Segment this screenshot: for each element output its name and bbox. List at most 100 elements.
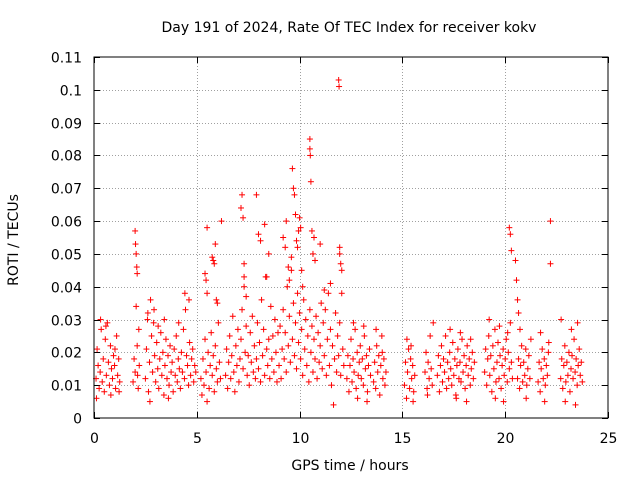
data-point: [132, 227, 139, 234]
grid-lines: [94, 57, 608, 418]
data-point: [561, 342, 568, 349]
data-point: [465, 372, 472, 379]
data-point: [486, 316, 493, 323]
data-point: [547, 218, 554, 225]
data-point: [353, 385, 360, 392]
data-point: [297, 355, 304, 362]
data-point: [263, 273, 270, 280]
data-point: [462, 385, 469, 392]
data-point: [181, 375, 188, 382]
data-point: [210, 257, 217, 264]
data-point: [401, 382, 408, 389]
data-point: [467, 336, 474, 343]
data-point: [540, 375, 547, 382]
plot-frame: [93, 56, 609, 419]
data-point: [224, 385, 231, 392]
data-point: [225, 359, 232, 366]
data-point: [518, 342, 525, 349]
data-point: [563, 359, 570, 366]
y-tick-label: 0.06: [51, 215, 82, 231]
data-point: [308, 323, 315, 330]
data-point: [293, 365, 300, 372]
data-point: [564, 372, 571, 379]
data-point: [165, 352, 172, 359]
data-point: [336, 83, 343, 90]
data-point: [381, 382, 388, 389]
data-point: [312, 257, 319, 264]
data-point: [523, 395, 530, 402]
data-point: [304, 332, 311, 339]
data-point: [172, 372, 179, 379]
data-point: [560, 362, 567, 369]
data-point: [227, 375, 234, 382]
data-point: [362, 365, 369, 372]
data-point: [517, 362, 524, 369]
data-point: [318, 300, 325, 307]
data-point: [508, 247, 515, 254]
data-point: [208, 329, 215, 336]
data-point: [382, 369, 389, 376]
data-point: [133, 264, 140, 271]
data-point: [310, 234, 317, 241]
data-point: [280, 234, 287, 241]
data-point: [250, 369, 257, 376]
data-point: [336, 250, 343, 257]
data-point: [488, 388, 495, 395]
data-point: [307, 152, 314, 159]
data-point: [132, 369, 139, 376]
data-point: [409, 362, 416, 369]
axis-ticks: [94, 57, 609, 419]
data-point: [355, 372, 362, 379]
data-point: [147, 296, 154, 303]
data-point: [232, 342, 239, 349]
data-point: [490, 365, 497, 372]
data-point: [241, 273, 248, 280]
data-point: [257, 378, 264, 385]
data-point: [291, 352, 298, 359]
data-point: [437, 362, 444, 369]
data-point: [188, 355, 195, 362]
data-point: [268, 355, 275, 362]
data-point: [379, 375, 386, 382]
data-point: [158, 372, 165, 379]
data-point: [484, 355, 491, 362]
data-point: [541, 355, 548, 362]
data-point: [306, 136, 313, 143]
data-point: [323, 372, 330, 379]
data-point: [234, 326, 241, 333]
data-point: [537, 388, 544, 395]
data-point: [489, 342, 496, 349]
x-tick-label: 20: [497, 431, 515, 447]
data-point: [253, 191, 260, 198]
data-point: [557, 375, 564, 382]
data-point: [571, 336, 578, 343]
data-point: [186, 339, 193, 346]
data-point: [285, 342, 292, 349]
data-point: [136, 362, 143, 369]
data-point: [541, 398, 548, 405]
data-point: [265, 336, 272, 343]
data-point: [112, 385, 119, 392]
data-point: [100, 355, 107, 362]
data-point: [438, 342, 445, 349]
data-point: [184, 362, 191, 369]
data-point: [202, 270, 209, 277]
data-point: [435, 352, 442, 359]
data-point: [202, 336, 209, 343]
data-point: [325, 290, 332, 297]
data-point: [255, 231, 262, 238]
data-point: [264, 362, 271, 369]
data-point: [107, 392, 114, 399]
data-point: [492, 378, 499, 385]
data-point: [503, 336, 510, 343]
data-point: [190, 378, 197, 385]
data-point: [228, 352, 235, 359]
data-point: [363, 352, 370, 359]
data-point: [523, 382, 530, 389]
data-point: [326, 362, 333, 369]
data-point: [146, 398, 153, 405]
data-point: [301, 346, 308, 353]
data-point: [151, 352, 158, 359]
data-point: [380, 355, 387, 362]
y-tick-label: 0.04: [51, 281, 82, 297]
